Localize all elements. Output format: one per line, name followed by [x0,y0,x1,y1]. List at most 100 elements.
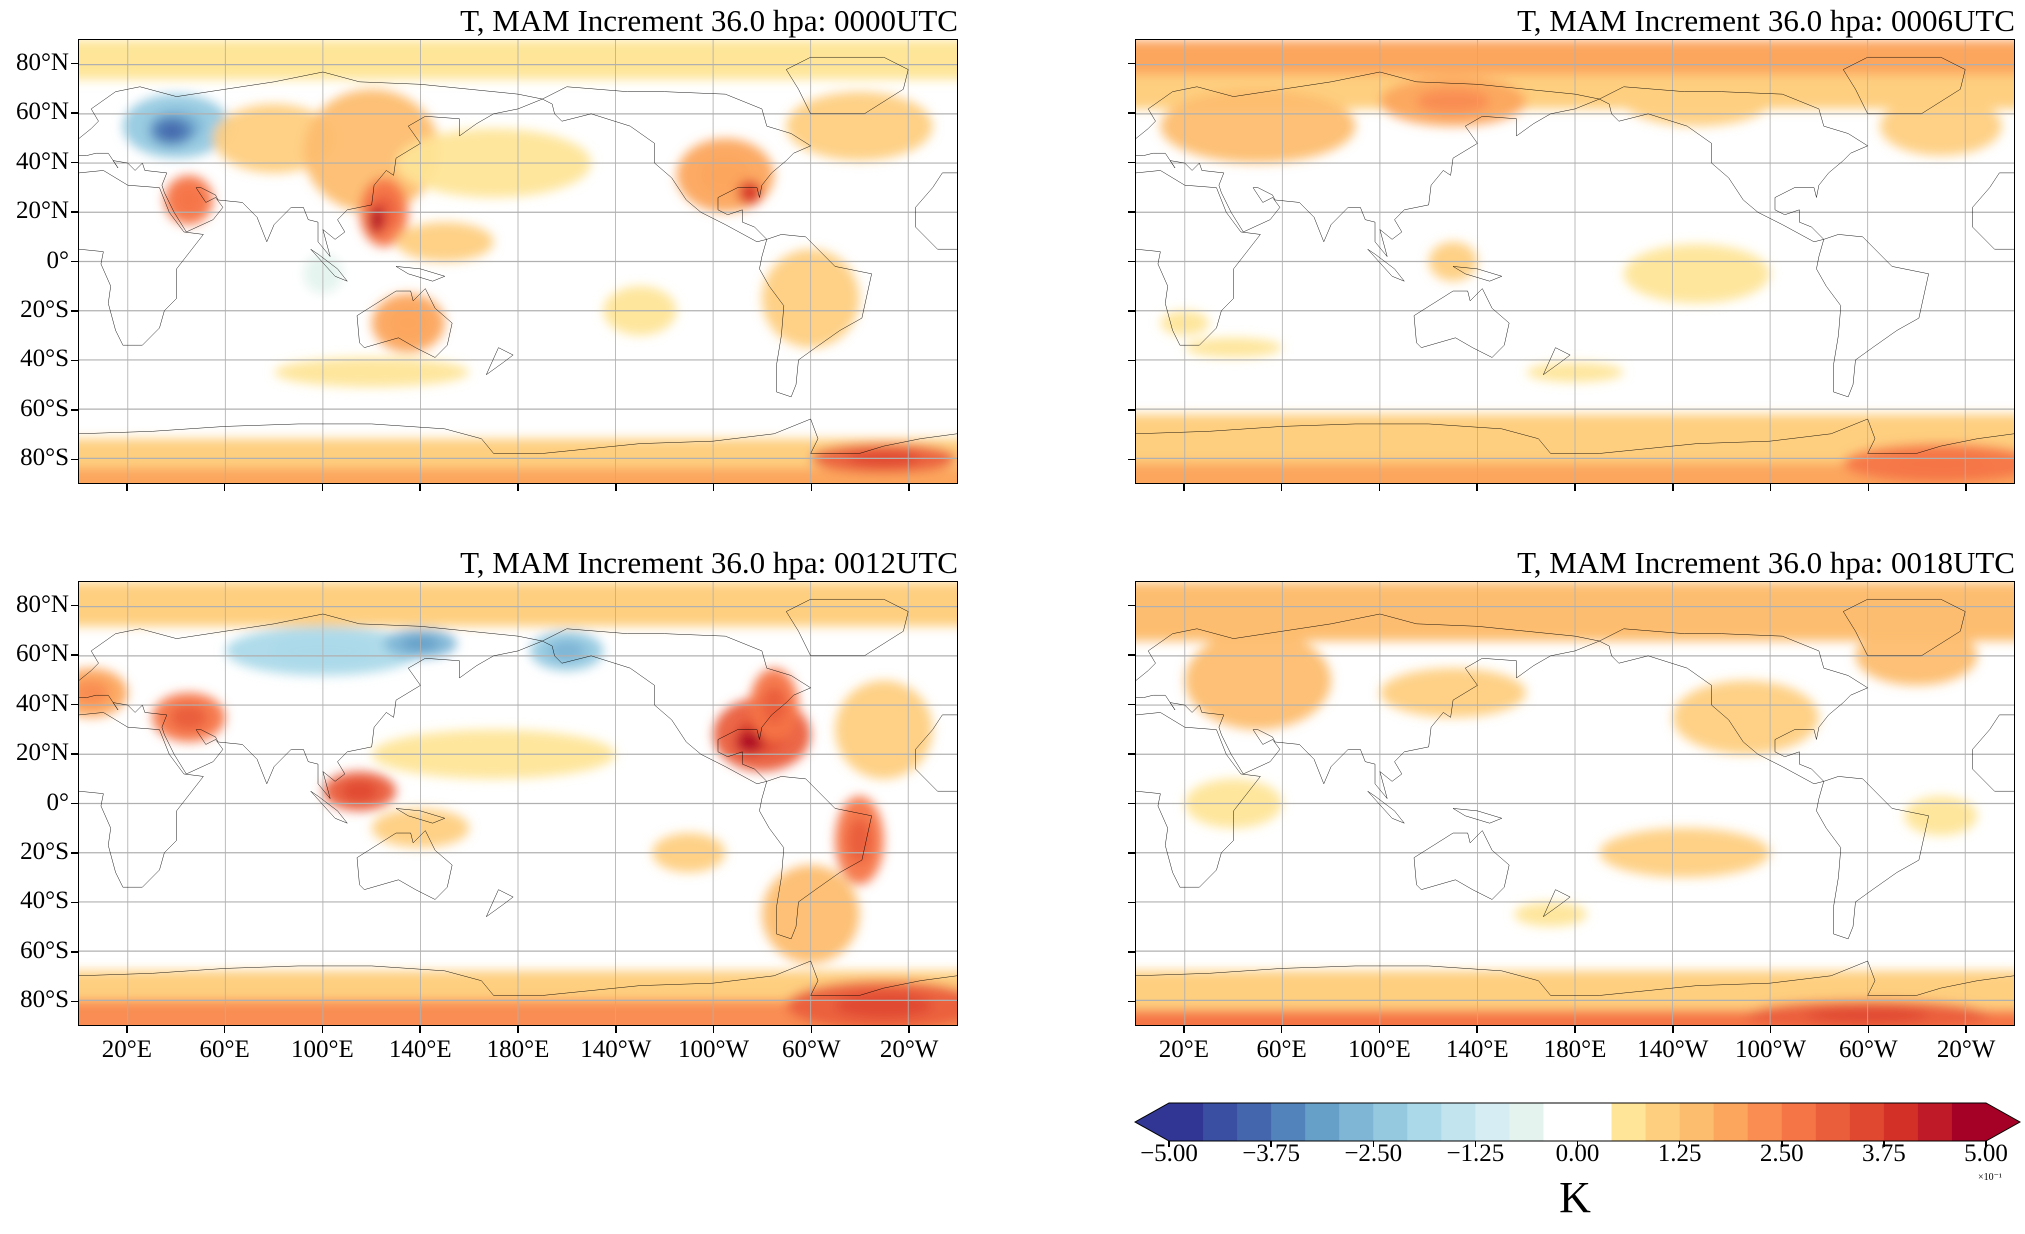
y-tick [71,852,78,854]
warm-anomaly [1514,901,1588,927]
x-tick [1965,484,1967,491]
anomaly-core [847,818,872,863]
coastline [79,614,542,799]
colorbar-segment [1543,1103,1578,1141]
x-tick [1183,1026,1185,1033]
x-tick-label: 140°E [1445,1036,1509,1063]
x-tick [1672,1026,1674,1033]
y-tick-label: 20°N [15,739,69,767]
x-tick [908,484,910,491]
coastline [1543,890,1570,917]
y-tick [1128,901,1135,904]
x-tick-label: 100°E [291,1036,354,1063]
coastline [1973,173,2014,249]
x-tick-label: 60°W [782,1036,841,1063]
y-tick [1128,310,1135,312]
y-tick [71,211,78,213]
colorbar-segment [1611,1103,1647,1141]
y-tick [1128,604,1135,607]
colorbar-tick [1576,1141,1579,1147]
panel-title: T, MAM Increment 36.0 hpa: 0018UTC [1517,545,2015,580]
x-tick-label: 20°W [879,1036,939,1063]
map-area [78,581,958,1026]
warm-anomaly [1672,680,1819,755]
map-svg [79,582,957,1025]
coastline [542,87,810,242]
y-tick-label: 60°N [15,98,69,126]
y-tick [1128,359,1135,362]
x-tick [1476,1026,1478,1033]
anomaly-core [160,123,183,139]
x-tick-label: 20°W [1936,1036,1996,1063]
y-tick [1128,112,1135,114]
coastline [357,831,452,900]
y-tick [71,112,78,114]
coastline [1414,831,1509,900]
colorbar-segment [1407,1103,1442,1141]
anomaly-core [548,641,586,661]
x-tick [321,1026,324,1033]
x-tick [712,484,715,491]
y-tick [1128,62,1135,65]
colorbar-segment [1203,1103,1238,1141]
x-tick [1965,1026,1967,1033]
coastline [311,791,348,823]
x-tick-label: 100°W [678,1036,750,1063]
coastline [1973,715,2014,791]
y-tick [1128,703,1135,706]
coastline [1599,87,1867,242]
x-tick [223,1026,226,1033]
x-tick [1672,484,1674,491]
x-tick [908,1026,910,1033]
anomaly-core [79,680,110,706]
x-tick [321,484,324,491]
x-tick [1378,1026,1381,1033]
y-tick-label: 0° [46,788,70,816]
coastline [1136,712,1260,887]
coastline [1136,614,1599,799]
coastline [396,808,445,823]
colorbar-tick [1474,1141,1477,1147]
y-tick-label: 40°S [20,887,69,915]
y-tick-label: 40°N [15,147,69,175]
y-tick [1128,211,1135,213]
colorbar-tick-label: −5.00 [1140,1140,1198,1167]
colorbar-tick [1781,1141,1783,1147]
y-tick [71,901,78,904]
coastline [79,961,957,995]
y-tick [71,753,78,755]
coastline [79,72,542,257]
coastline [486,890,513,917]
colorbar-segment [1475,1103,1510,1141]
y-tick-label: 80°S [20,986,69,1014]
colorbar-segment [1849,1103,1885,1141]
colorbar-tick [1678,1141,1681,1147]
coastline [1136,419,2014,453]
warm-anomaly [274,357,470,388]
panel-title: T, MAM Increment 36.0 hpa: 0012UTC [460,545,958,580]
x-tick [615,1026,617,1033]
coastline [1368,791,1405,823]
colorbar-segment [1645,1103,1681,1141]
coastline [1543,348,1570,375]
coastline [759,776,871,938]
x-tick-label: 140°W [1637,1036,1709,1063]
x-tick-label: 180°E [1543,1036,1607,1063]
map-area [1135,39,2015,484]
anomaly-core [1892,453,1990,474]
y-tick [1128,753,1135,755]
y-tick [71,802,78,805]
warm-anomaly [1623,76,1771,127]
coastline [1816,776,1928,938]
warm-anomaly [1184,631,1332,730]
y-tick [71,260,78,263]
colorbar-segment [1815,1103,1851,1141]
warm-anomaly [1879,96,2002,156]
y-tick [1128,409,1135,411]
x-tick [1378,484,1381,491]
colorbar-extend-min [1135,1103,1169,1141]
y-tick-label: 20°S [20,837,69,865]
coastline [1136,961,2014,995]
x-tick [419,1026,421,1033]
y-tick [71,654,78,656]
